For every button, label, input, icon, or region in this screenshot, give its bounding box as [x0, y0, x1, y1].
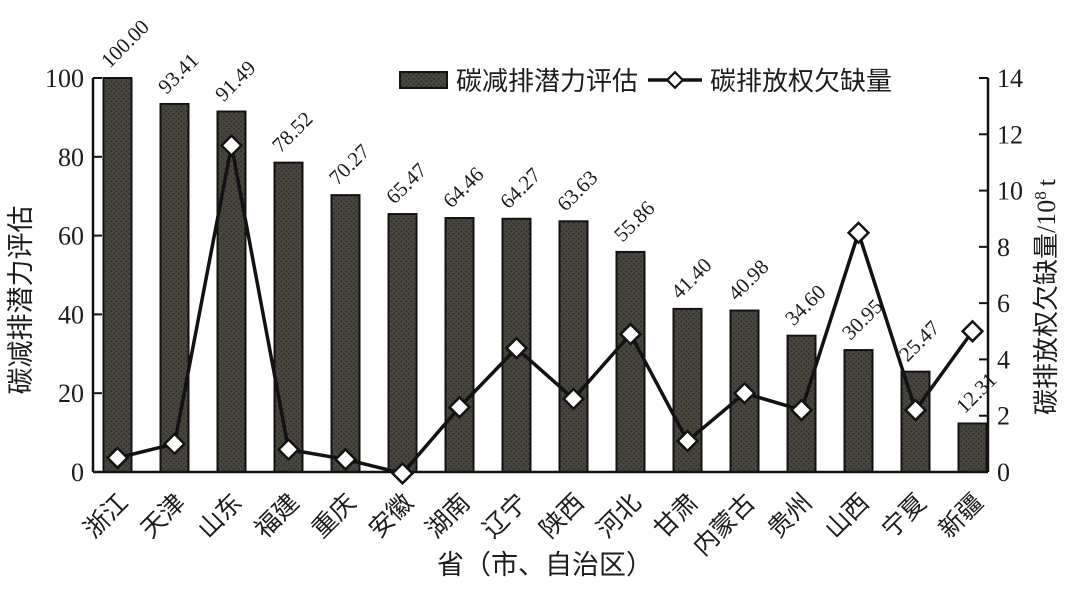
bar-value-label: 91.49: [210, 56, 260, 106]
left-axis-tick-label: 80: [58, 143, 84, 172]
x-tick-label: 辽宁: [478, 488, 533, 543]
right-axis-title-sup: 8: [1031, 191, 1050, 200]
x-tick-label: 湖南: [421, 488, 476, 543]
diamond-marker-icon: [504, 336, 529, 360]
diamond-marker-icon: [219, 133, 244, 158]
right-axis-tick-label: 2: [997, 402, 1010, 431]
right-axis-tick-label: 10: [997, 177, 1023, 206]
right-axis-tick-label: 12: [997, 120, 1023, 149]
x-tick-label: 重庆: [307, 488, 362, 543]
x-tick-label: 福建: [250, 488, 305, 543]
bar: [444, 217, 475, 473]
bar-value-label: 93.41: [153, 48, 203, 98]
bar-value-label: 70.27: [324, 139, 374, 189]
diamond-marker-icon: [846, 221, 871, 245]
bar: [273, 161, 304, 473]
bar: [615, 250, 646, 473]
bar-value-label: 64.27: [495, 163, 545, 213]
deficit-line: [115, 143, 975, 476]
left-axis-tick-label: 40: [58, 300, 84, 329]
diamond-marker-icon: [447, 395, 472, 419]
right-axis-tick-label: 8: [997, 233, 1010, 262]
diamond-marker-icon: [276, 437, 301, 462]
bar: [387, 213, 418, 474]
bar-value-label: 100.00: [96, 15, 154, 73]
diamond-marker-icon: [561, 387, 586, 411]
right-axis-tick-label: 0: [997, 458, 1010, 487]
x-tick-label: 宁夏: [877, 488, 932, 543]
diamond-marker-icon: [162, 432, 187, 456]
bar-value-label: 34.60: [780, 280, 830, 330]
legend-diamond-marker-icon: [665, 70, 685, 90]
x-axis-title: 省（市、自治区）: [437, 550, 653, 580]
diamond-marker-icon: [675, 429, 700, 453]
bar: [900, 370, 931, 473]
left-axis-title: 碳减排潜力评估: [6, 206, 36, 395]
left-axis-tick-label: 60: [58, 222, 84, 251]
left-axis-tick-label: 100: [45, 64, 84, 93]
legend-bar-swatch-icon: [399, 71, 448, 89]
diamond-marker-icon: [105, 446, 130, 470]
left-axis-tick-label: 20: [58, 379, 84, 408]
bar: [159, 102, 190, 473]
bar-value-label: 40.98: [723, 255, 773, 305]
bar-value-label: 55.86: [609, 196, 659, 246]
line-series: [105, 133, 985, 486]
diamond-marker-icon: [618, 322, 643, 346]
bar-value-label: 63.63: [552, 165, 602, 215]
x-tick-label: 新疆: [934, 488, 989, 543]
bar: [957, 422, 988, 473]
diamond-marker-icon: [333, 447, 358, 472]
right-axis-tick-label: 6: [997, 289, 1010, 318]
diamond-marker-icon: [789, 398, 814, 422]
right-axis-title: 碳排放权欠缺量/108 t: [1031, 178, 1061, 415]
bar-value-label: 12.31: [951, 368, 1001, 418]
x-tick-label: 山西: [820, 488, 875, 543]
right-axis-tick-label: 14: [997, 64, 1023, 93]
legend-bar-label: 碳减排潜力评估: [456, 67, 638, 96]
diamond-marker-icon: [390, 461, 415, 486]
x-tick-label: 内蒙古: [688, 488, 761, 561]
x-tick-label: 山东: [193, 488, 248, 543]
bar-value-label: 41.40: [666, 253, 716, 303]
legend-line-label: 碳排放权欠缺量: [710, 67, 892, 96]
bar-value-label: 78.52: [267, 107, 317, 157]
bar: [843, 349, 874, 474]
right-axis-title-prefix: 碳排放权欠缺量/10: [1032, 200, 1061, 415]
x-tick-label: 陕西: [535, 488, 590, 543]
bar: [330, 194, 361, 473]
bar-value-label: 64.46: [438, 162, 488, 212]
diamond-marker-icon: [903, 398, 928, 422]
legend: 碳减排潜力评估 碳排放权欠缺量: [399, 67, 892, 96]
right-axis-tick-label: 4: [997, 345, 1010, 374]
right-axis-title-suffix: t: [1032, 178, 1061, 186]
x-tick-label: 河北: [592, 488, 647, 543]
diamond-marker-icon: [732, 381, 757, 405]
bar: [102, 77, 133, 473]
x-tick-label: 天津: [136, 488, 191, 543]
diamond-marker-icon: [960, 319, 985, 343]
bar: [558, 220, 589, 473]
x-tick-label: 安徽: [364, 488, 419, 543]
bar: [216, 110, 247, 474]
x-tick-label: 贵州: [763, 488, 818, 543]
bar-value-label: 25.47: [894, 316, 944, 366]
bar-value-label: 65.47: [381, 158, 431, 208]
x-tick-label: 浙江: [79, 488, 134, 543]
left-axis-tick-label: 0: [71, 458, 84, 487]
